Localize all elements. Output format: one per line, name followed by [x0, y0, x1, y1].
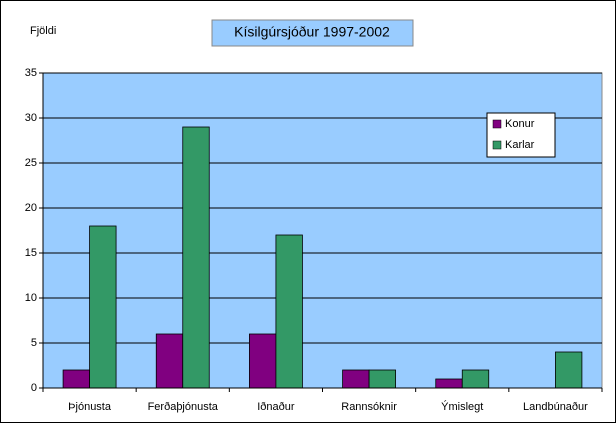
y-tick-label: 20 [25, 202, 37, 214]
bar [62, 369, 90, 389]
x-tick-label: Þjónusta [68, 401, 112, 413]
bar [342, 369, 370, 389]
bar [555, 351, 583, 389]
x-tick-label: Ferðaþjónusta [148, 401, 219, 413]
x-tick-label: Rannsóknir [341, 401, 397, 413]
y-axis-label: Fjöldi [30, 25, 56, 37]
legend-swatch [492, 119, 502, 129]
bar [275, 234, 303, 389]
x-tick-label: Iðnaður [257, 401, 295, 413]
title-box [211, 19, 414, 47]
bar [461, 369, 490, 389]
bar [89, 225, 117, 389]
y-tick-label: 25 [25, 157, 37, 169]
bar [249, 333, 277, 389]
chart-title: Kísilgúrsjóður 1997-2002 [234, 24, 390, 40]
bar [368, 369, 396, 389]
y-tick-label: 10 [25, 292, 37, 304]
legend-label: Konur [505, 118, 535, 130]
bar [435, 378, 463, 389]
x-tick-label: Ýmislegt [441, 400, 483, 413]
y-tick-label: 35 [25, 67, 37, 79]
y-tick-label: 30 [25, 112, 37, 124]
bar [155, 333, 184, 389]
legend-swatch [492, 140, 502, 150]
y-tick-label: 15 [25, 247, 37, 259]
x-tick-label: Landbúnaður [523, 401, 588, 413]
y-tick-label: 5 [31, 337, 37, 349]
y-tick-label: 0 [31, 382, 37, 394]
legend-label: Karlar [505, 139, 535, 151]
bar [182, 126, 210, 389]
